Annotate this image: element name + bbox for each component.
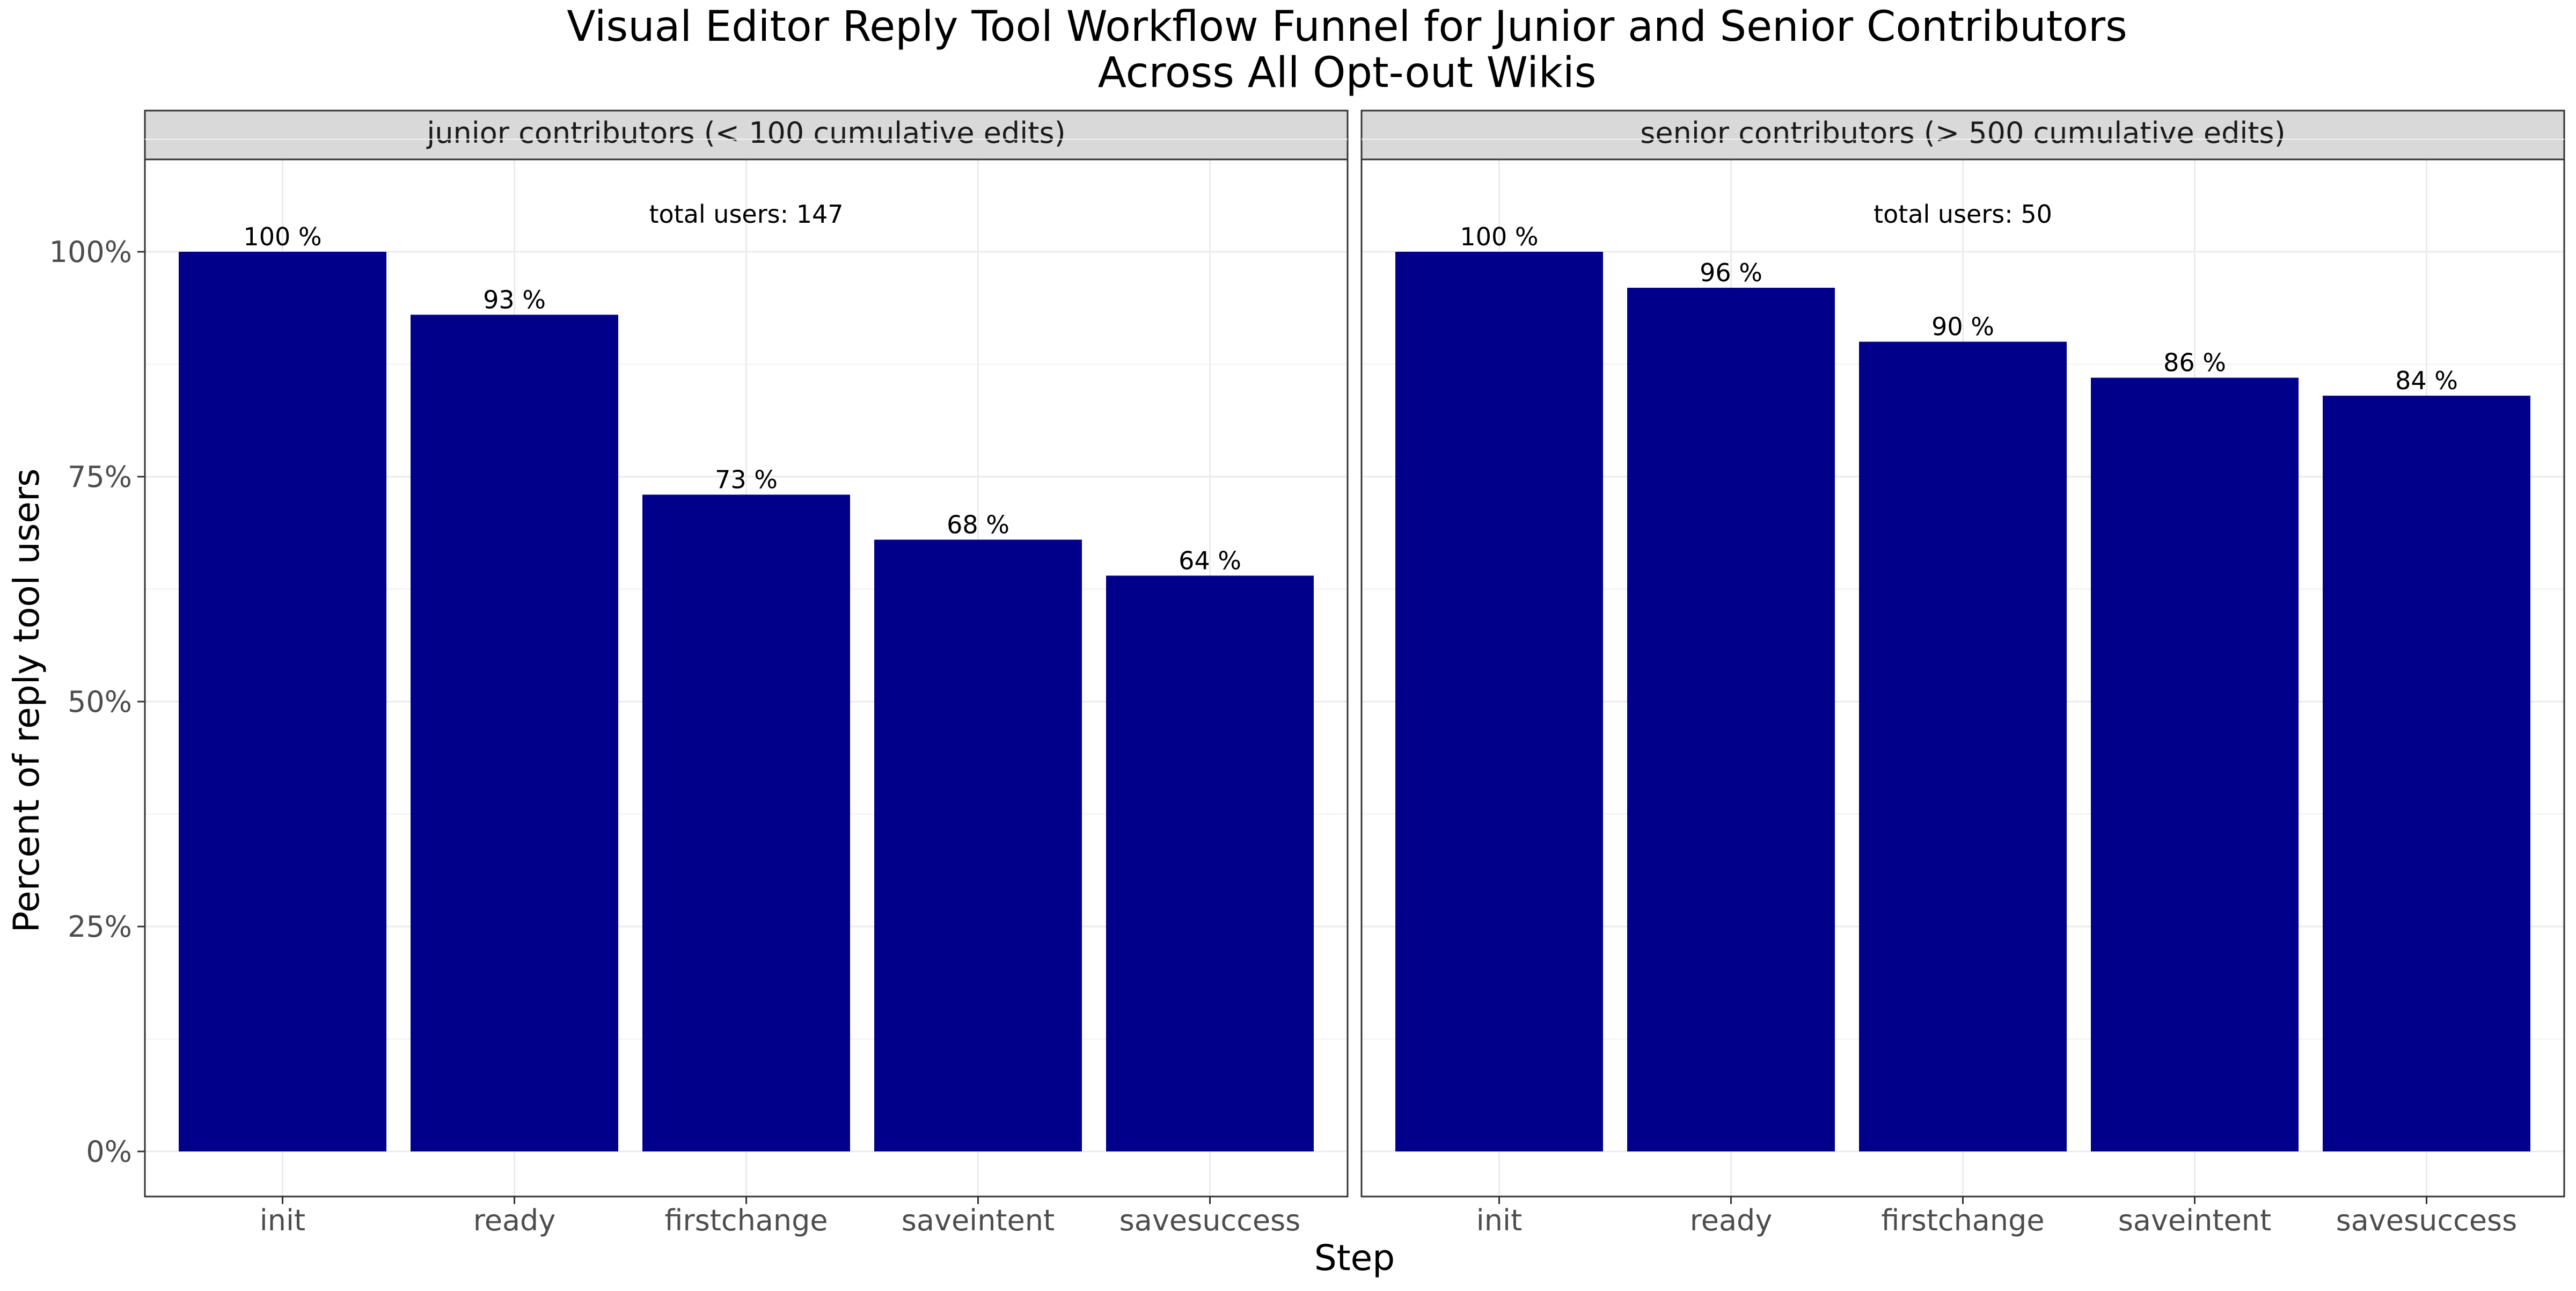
y-tick-label: 100% (49, 235, 132, 269)
bar-value-label: 64 % (1179, 546, 1241, 575)
y-tick-label: 0% (86, 1135, 132, 1169)
bar-init (179, 252, 386, 1151)
bar-value-label: 86 % (2163, 348, 2226, 377)
panel-border (1360, 158, 2565, 1198)
y-tick-label: 75% (68, 460, 132, 494)
x-tick-label: init (1476, 1204, 1522, 1237)
bar-ready (1627, 288, 1835, 1151)
bar-value-label: 93 % (483, 285, 546, 314)
bar-value-label: 100 % (1460, 222, 1538, 251)
panel-strip (1360, 110, 2565, 161)
panel-strip-label: junior contributors (< 100 cumulative ed… (426, 116, 1065, 150)
chart-title: Visual Editor Reply Tool Workflow Funnel… (567, 3, 2127, 51)
x-tick-label: saveintent (902, 1204, 1055, 1237)
bar-ready (411, 315, 618, 1151)
x-tick-label: ready (1690, 1204, 1773, 1237)
x-tick-label: firstchange (1881, 1204, 2044, 1237)
bar-savesuccess (2323, 396, 2530, 1152)
x-tick-label: saveintent (2118, 1204, 2271, 1237)
panel-border (144, 158, 1349, 1198)
bar-value-label: 68 % (947, 510, 1009, 539)
bar-saveintent (2091, 377, 2299, 1151)
panel-1: junior contributors (< 100 cumulative ed… (144, 110, 1349, 1237)
x-tick-label: savesuccess (2336, 1204, 2518, 1237)
panels: junior contributors (< 100 cumulative ed… (144, 110, 2565, 1237)
bar-firstchange (642, 494, 850, 1151)
bar-value-label: 90 % (1931, 312, 1994, 341)
panel-strip (144, 110, 1349, 161)
x-tick-label: ready (473, 1204, 556, 1237)
panel-strip-label: senior contributors (> 500 cumulative ed… (1640, 116, 2285, 150)
bar-value-label: 100 % (243, 222, 321, 251)
total-users-annotation: total users: 50 (1874, 200, 2052, 229)
y-tick-label: 25% (68, 910, 132, 944)
bar-firstchange (1859, 341, 2067, 1151)
total-users-annotation: total users: 147 (649, 200, 843, 229)
bar-value-label: 73 % (715, 465, 778, 494)
chart-subtitle: Across All Opt-out Wikis (1098, 49, 1597, 97)
bar-saveintent (874, 539, 1082, 1151)
y-tick-label: 50% (68, 685, 132, 719)
y-axis-label: Percent of reply tool users (6, 469, 47, 933)
x-tick-label: init (260, 1204, 305, 1237)
bar-value-label: 96 % (1700, 258, 1762, 287)
bar-value-label: 84 % (2395, 366, 2458, 395)
x-tick-label: firstchange (664, 1204, 828, 1237)
bar-init (1395, 252, 1603, 1151)
x-axis-label: Step (1314, 1237, 1395, 1279)
panel-2: senior contributors (> 500 cumulative ed… (1360, 110, 2565, 1237)
x-tick-label: savesuccess (1119, 1204, 1301, 1237)
y-axis: 0% 25% 50% 75% 100% (49, 235, 145, 1169)
bar-savesuccess (1106, 575, 1314, 1151)
